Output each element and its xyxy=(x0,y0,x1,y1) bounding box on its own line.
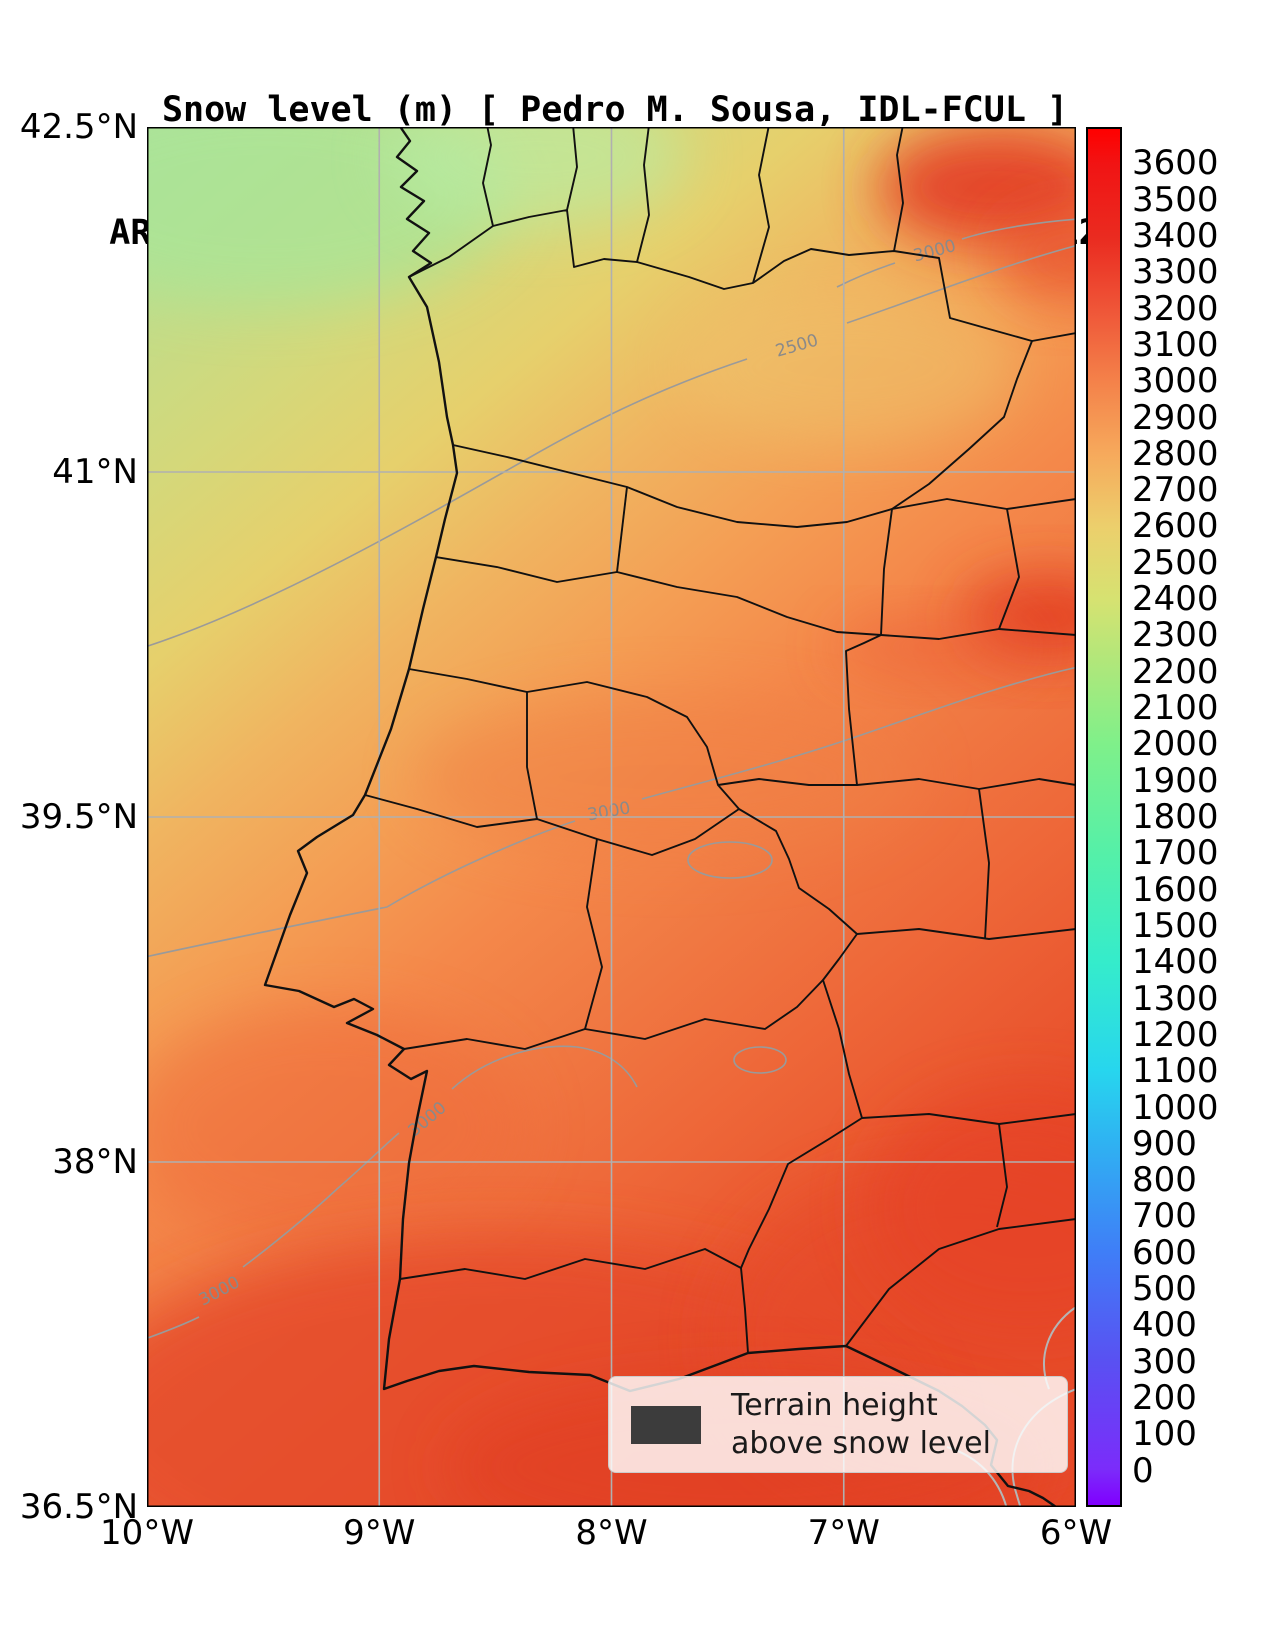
colorbar-tick-label: 1800 xyxy=(1132,797,1219,837)
lon-tick-label: 7°W xyxy=(807,1513,880,1553)
lon-tick-label: 8°W xyxy=(575,1513,648,1553)
colorbar-tick-label: 600 xyxy=(1132,1232,1197,1273)
colorbar-tick-label: 400 xyxy=(1132,1305,1197,1346)
colorbar-tick-label: 500 xyxy=(1132,1269,1197,1310)
title-line-1: Snow level (m) [ Pedro M. Sousa, IDL-FCU… xyxy=(161,90,1069,130)
colorbar-tick-label: 1400 xyxy=(1132,942,1219,983)
colorbar-tick-label: 1100 xyxy=(1132,1051,1219,1092)
colorbar-tick-label: 3200 xyxy=(1132,288,1219,329)
colorbar-tick-label: 0 xyxy=(1132,1450,1154,1491)
colorbar-tick-label: 2100 xyxy=(1132,688,1219,729)
colorbar-tick-label: 2800 xyxy=(1132,433,1219,474)
lon-tick-label: 9°W xyxy=(343,1513,416,1553)
legend-label: Terrain height above snow level xyxy=(731,1387,991,1463)
colorbar xyxy=(1086,127,1122,1507)
admin-boundaries xyxy=(364,127,1076,1354)
colorbar-tick-label: 2000 xyxy=(1132,724,1219,765)
colorbar-tick-label: 1300 xyxy=(1132,978,1219,1019)
lat-tick-label: 36.5°N xyxy=(19,1487,138,1527)
colorbar-tick-label: 700 xyxy=(1132,1196,1197,1237)
colorbar-tick-label: 2200 xyxy=(1132,651,1219,692)
lon-tick-label: 10°W xyxy=(100,1513,194,1553)
colorbar-tick-label: 100 xyxy=(1132,1414,1197,1455)
colorbar-tick-label: 200 xyxy=(1132,1378,1197,1419)
map-canvas: 3000 2500 3000 3000 3000 xyxy=(147,127,1076,1507)
colorbar-tick-label: 2900 xyxy=(1132,397,1219,438)
colorbar-tick-label: 3600 xyxy=(1132,143,1219,184)
lat-tick-label: 38°N xyxy=(52,1142,138,1182)
colorbar-tick-label: 1000 xyxy=(1132,1087,1219,1128)
graticule-gridlines xyxy=(147,127,1076,1507)
colorbar-tick-label: 1600 xyxy=(1132,869,1219,910)
colorbar-tick-label: 1700 xyxy=(1132,833,1219,874)
colorbar-tick-label: 2500 xyxy=(1132,542,1219,583)
colorbar-tick-label: 3500 xyxy=(1132,179,1219,220)
colorbar-tick-label: 3000 xyxy=(1132,361,1219,402)
legend-label-line-2: above snow level xyxy=(731,1425,991,1461)
colorbar-tick-label: 3100 xyxy=(1132,324,1219,365)
colorbar-tick-label: 900 xyxy=(1132,1123,1197,1164)
colorbar-tick-label: 2300 xyxy=(1132,615,1219,656)
colorbar-tick-label: 800 xyxy=(1132,1160,1197,1201)
colorbar-tick-label: 2600 xyxy=(1132,506,1219,547)
colorbar-tick-label: 2700 xyxy=(1132,470,1219,511)
colorbar-tick-label: 2400 xyxy=(1132,579,1219,620)
colorbar-tick-label: 1500 xyxy=(1132,905,1219,946)
colorbar-tick-label: 1200 xyxy=(1132,1014,1219,1055)
legend-label-line-1: Terrain height xyxy=(731,1387,938,1423)
lat-tick-label: 41°N xyxy=(52,452,138,492)
lat-tick-label: 42.5°N xyxy=(19,107,138,147)
colorbar-tick-label: 3400 xyxy=(1132,215,1219,256)
coastline xyxy=(263,127,1059,1507)
lon-tick-label: 6°W xyxy=(1039,1513,1113,1553)
terrain-height-swatch xyxy=(631,1405,701,1444)
legend-box: Terrain height above snow level xyxy=(608,1376,1068,1473)
colorbar-tick-label: 300 xyxy=(1132,1341,1197,1382)
contour-lines xyxy=(147,218,1076,1340)
colorbar-tick-label: 3300 xyxy=(1132,252,1219,293)
lat-tick-label: 39.5°N xyxy=(19,797,138,837)
map-plot-area: 3000 2500 3000 3000 3000 xyxy=(147,127,1076,1507)
colorbar-tick-label: 1900 xyxy=(1132,760,1219,801)
